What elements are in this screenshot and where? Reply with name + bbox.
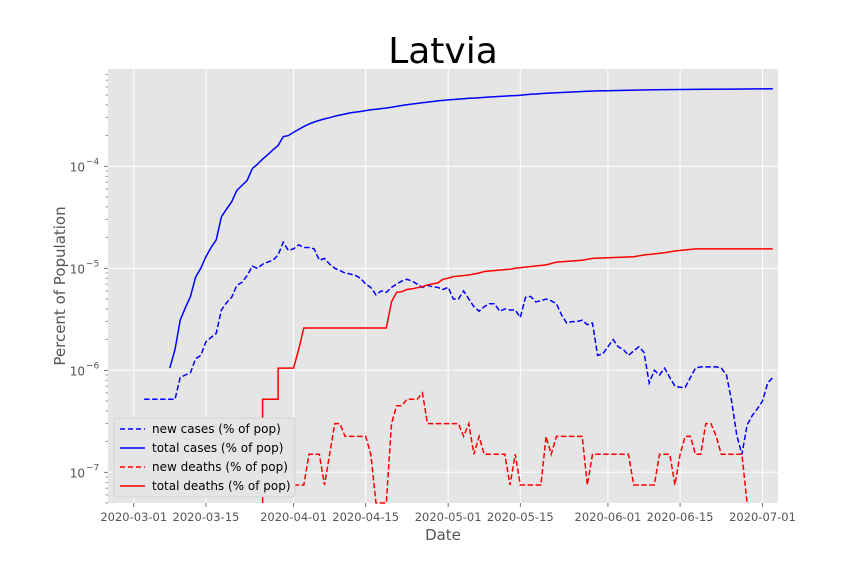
- legend-label-total-deaths: total deaths (% of pop): [152, 479, 291, 493]
- series-line-2: [293, 391, 748, 504]
- x-tick-label: 2020-03-15: [173, 510, 240, 524]
- x-axis-label: Date: [425, 526, 461, 544]
- x-tick-label: 2020-05-01: [415, 510, 482, 524]
- x-tick-label: 2020-06-15: [647, 510, 714, 524]
- chart-title: Latvia: [388, 31, 498, 72]
- series-line-0: [144, 240, 774, 455]
- series-line-1: [169, 88, 773, 369]
- x-tick-label: 2020-04-01: [260, 510, 327, 524]
- y-axis-label: Percent of Population: [51, 206, 69, 365]
- x-tick-label: 2020-06-01: [575, 510, 642, 524]
- x-tick-label: 2020-04-15: [332, 510, 399, 524]
- legend-label-new-deaths: new deaths (% of pop): [152, 460, 288, 474]
- y-tick-label: 10: [70, 364, 85, 378]
- y-tick-label: 10: [70, 262, 85, 276]
- y-tick-exponent: −6: [86, 361, 100, 371]
- y-tick-exponent: −4: [86, 157, 100, 167]
- legend-box: [113, 417, 296, 498]
- y-tick-label: 10: [70, 466, 85, 480]
- y-tick-exponent: −5: [86, 259, 99, 269]
- series-layer: [144, 88, 774, 504]
- y-tick-exponent: −7: [86, 463, 99, 473]
- x-tick-label: 2020-03-01: [100, 510, 167, 524]
- legend: new cases (% of pop) total cases (% of p…: [113, 417, 296, 498]
- legend-label-new-cases: new cases (% of pop): [152, 422, 281, 436]
- y-tick-label: 10: [70, 160, 85, 174]
- legend-label-total-cases: total cases (% of pop): [152, 441, 283, 455]
- x-tick-label: 2020-05-15: [487, 510, 554, 524]
- series-line-3: [261, 248, 773, 503]
- x-tick-label: 2020-07-01: [729, 510, 796, 524]
